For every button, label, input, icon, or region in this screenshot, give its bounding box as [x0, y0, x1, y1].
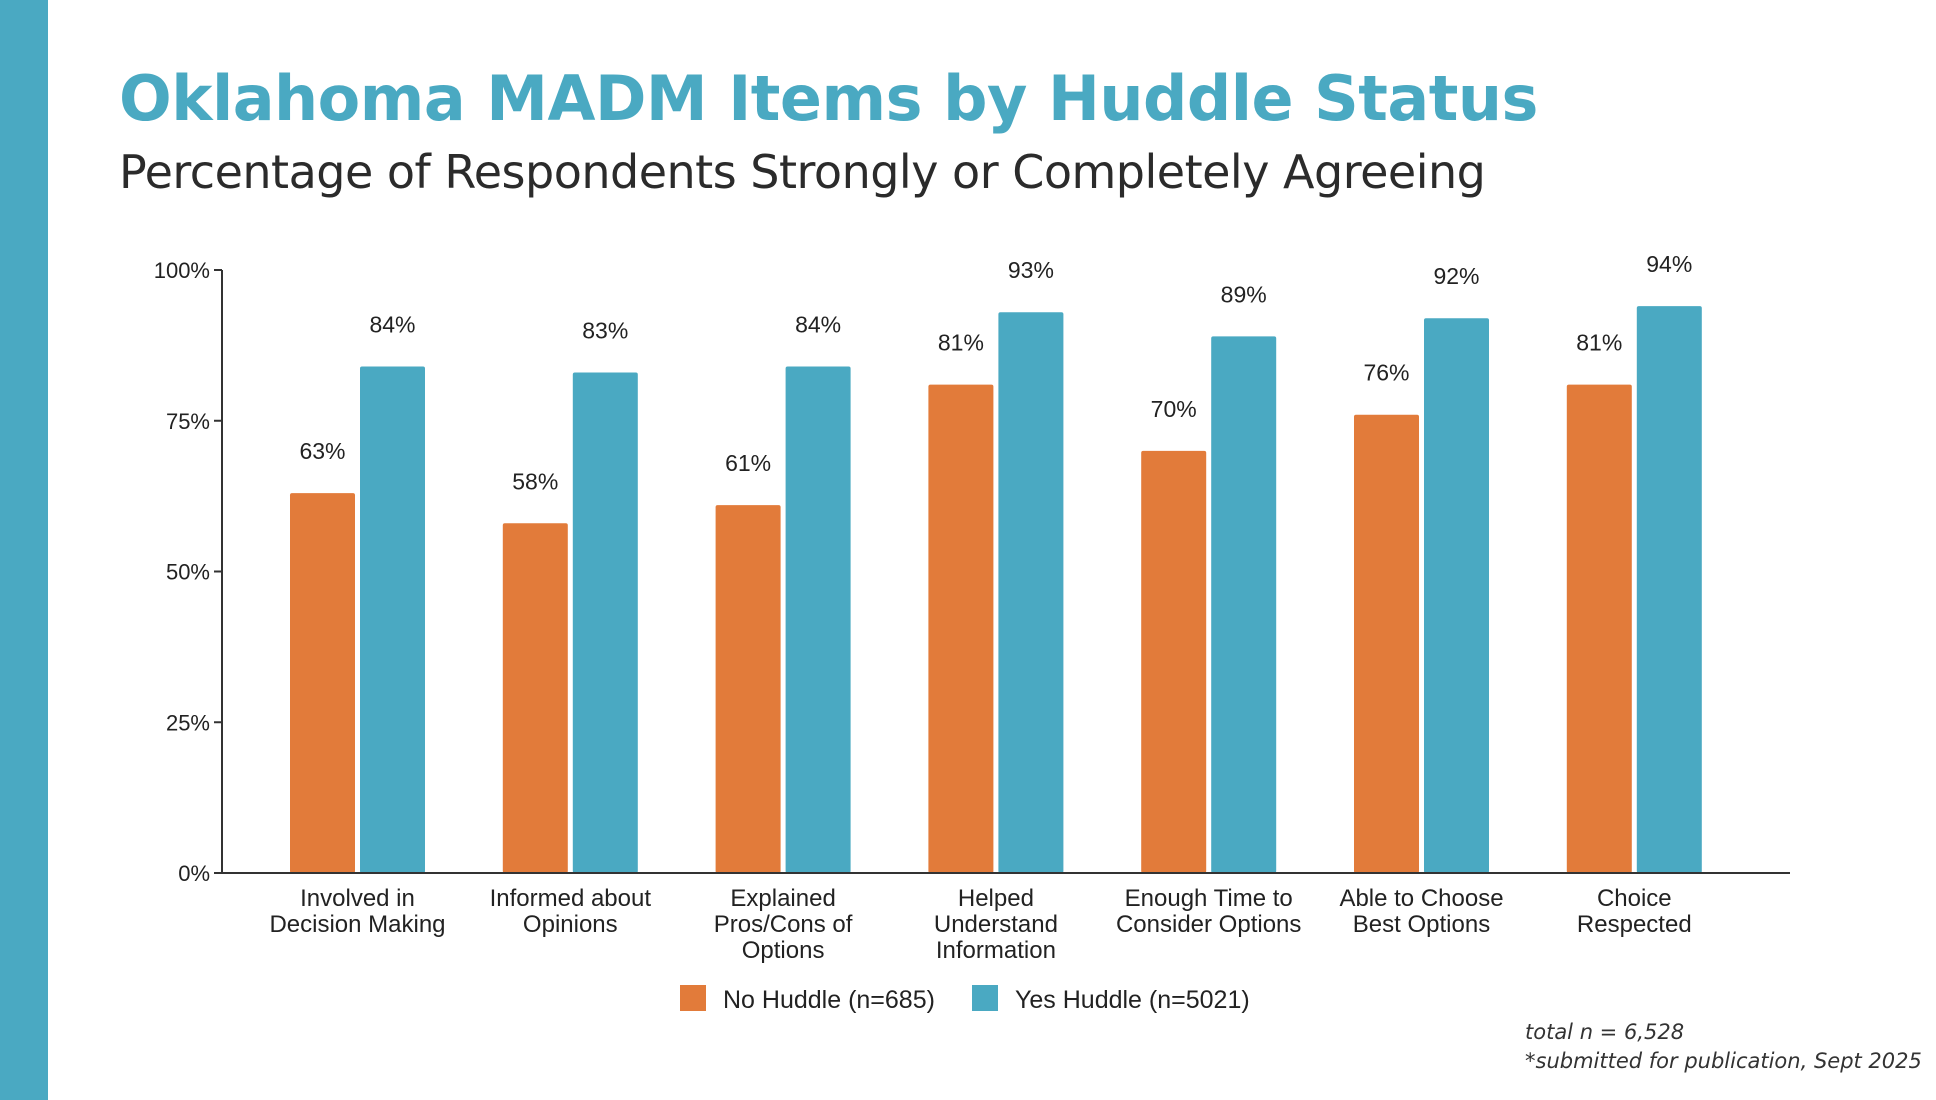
data-label: 81% [938, 330, 984, 356]
bars [290, 306, 1702, 874]
y-tick-label: 25% [166, 710, 210, 735]
accent-side-bar [0, 0, 48, 1100]
data-label: 61% [725, 450, 771, 476]
data-label: 58% [512, 468, 558, 494]
bar-no-huddle [290, 493, 355, 873]
y-tick-label: 100% [154, 258, 210, 283]
data-label: 94% [1646, 251, 1692, 277]
y-tick-label: 75% [166, 409, 210, 434]
x-axis-category-labels: Involved in Decision Making Informed about… [269, 885, 1691, 964]
data-label: 92% [1433, 263, 1479, 289]
bar-yes-huddle [1211, 336, 1277, 874]
y-tick-label: 50% [166, 560, 210, 585]
chart-subtitle: Percentage of Respondents Strongly or Co… [119, 145, 1486, 199]
bar-yes-huddle [360, 366, 425, 873]
data-label: 63% [299, 438, 345, 464]
x-category-label: Choice Respected [1577, 885, 1692, 938]
bar-yes-huddle [572, 372, 638, 873]
data-label: 83% [582, 318, 628, 344]
data-labels: 63% 84% 58% 83% 61% 84% 81% 93% 70% 89% 76% 92% 81% 9… [299, 251, 1692, 494]
data-label: 84% [795, 311, 841, 337]
legend-swatch [680, 985, 706, 1011]
data-label: 76% [1363, 360, 1409, 386]
bar-no-huddle [1141, 450, 1207, 873]
x-category-label: Informed about Opinions [490, 885, 652, 938]
data-label: 93% [1008, 257, 1054, 283]
legend-label: Yes Huddle (n=5021) [1015, 986, 1250, 1014]
data-label: 81% [1576, 330, 1622, 356]
bar-yes-huddle [998, 312, 1064, 874]
x-category-label: Able to Choose Best Options [1339, 885, 1503, 938]
footnotes: total n = 6,528 *submitted for publicati… [1525, 1018, 1922, 1076]
bar-yes-huddle [1424, 318, 1489, 873]
y-axis-ticks: 0% 25% 50% 75% 100% [154, 258, 222, 886]
legend-label: No Huddle (n=685) [723, 986, 935, 1014]
data-label: 89% [1221, 281, 1267, 307]
bar-no-huddle [1566, 384, 1632, 873]
bar-no-huddle [502, 523, 568, 873]
legend: No Huddle (n=685) Yes Huddle (n=5021) [680, 985, 1250, 1014]
x-category-label: Involved in Decision Making [269, 885, 445, 938]
data-label: 84% [369, 311, 415, 337]
chart-title: Oklahoma MADM Items by Huddle Status [119, 62, 1538, 135]
bar-yes-huddle [1636, 306, 1702, 873]
data-label: 70% [1151, 396, 1197, 422]
y-tick-label: 0% [178, 861, 210, 886]
bar-no-huddle [715, 505, 781, 873]
bar-no-huddle [928, 384, 994, 873]
total-n-note: total n = 6,528 [1525, 1020, 1685, 1044]
bar-no-huddle [1354, 414, 1419, 873]
x-category-label: Helped Understand Information [934, 885, 1058, 964]
legend-swatch [972, 985, 998, 1011]
x-category-label: Enough Time to Consider Options [1116, 885, 1301, 938]
x-category-label: Explained Pros/Cons of Options [714, 885, 853, 964]
publication-note: *submitted for publication, Sept 2025 [1525, 1049, 1922, 1073]
bar-yes-huddle [785, 366, 851, 873]
